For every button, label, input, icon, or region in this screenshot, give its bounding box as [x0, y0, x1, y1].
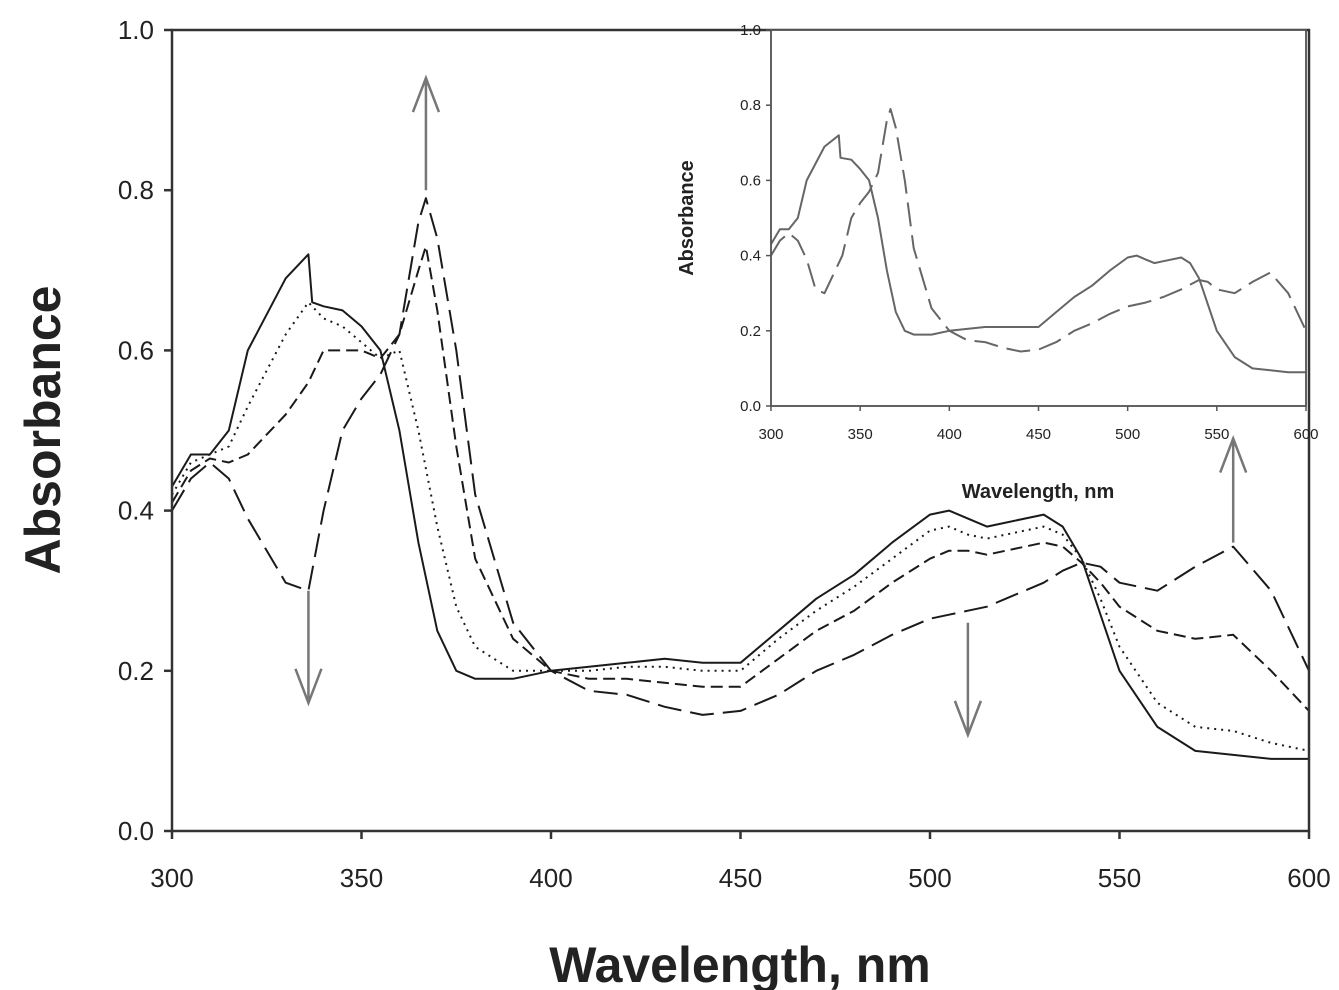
- arrow-up-icon: [411, 74, 441, 191]
- inset-series-1-line: [770, 134, 1306, 374]
- main-tick-group: 300 350 400 450 500 550 600 0.0 0.2 0.4 0.6 0.8 1.0: [118, 15, 1331, 893]
- main-x-tick-label: 450: [719, 863, 762, 893]
- main-y-axis-title: Absorbance: [15, 286, 71, 575]
- main-x-tick-label: 350: [340, 863, 383, 893]
- inset-x-tick-label: 500: [1115, 426, 1140, 443]
- main-y-tick-label: 0.6: [118, 335, 154, 365]
- inset-x-tick-label: 550: [1204, 426, 1229, 443]
- main-y-tick-label: 0.4: [118, 496, 154, 526]
- inset-chart: 300 350 400 450 500 550 6000.00.20.40.60.81.0 …: [676, 22, 1319, 503]
- main-x-axis-title: Wavelength, nm: [549, 937, 931, 990]
- main-x-tick-label: 600: [1287, 863, 1330, 893]
- main-chart: 300 350 400 450 500 550 6000.00.20.40.60.81.0 …: [15, 15, 1331, 990]
- inset-y-tick-label: 0.4: [740, 248, 761, 265]
- main-x-tick-label: 500: [908, 863, 951, 893]
- arrow-up-icon: [1219, 435, 1248, 543]
- inset-x-tick-label: 400: [937, 426, 962, 443]
- inset-y-tick-label: 0.6: [740, 172, 761, 189]
- inset-y-tick-label: 0.8: [740, 97, 761, 114]
- inset-y-tick-label: 0.0: [740, 398, 761, 415]
- inset-series-group: [770, 108, 1307, 374]
- inset-plot-frame: [770, 29, 1307, 407]
- main-series-3-line: [171, 245, 1310, 712]
- main-x-tick-label: 300: [150, 863, 193, 893]
- inset-x-tick-label: 300: [758, 426, 783, 443]
- main-series-1-line: [171, 253, 1309, 760]
- inset-tick-group: 300 350 400 450 500 550 600 0.0 0.2 0.4 0.6 0.8 1.0: [740, 22, 1318, 443]
- main-arrow-group: [294, 74, 1248, 739]
- main-series-4-line: [171, 197, 1310, 716]
- inset-x-tick-label: 350: [848, 426, 873, 443]
- inset-y-tick-label: 0.2: [740, 323, 761, 340]
- main-y-tick-label: 0.8: [118, 175, 154, 205]
- main-y-tick-label: 0.0: [118, 816, 154, 846]
- main-y-tick-label: 0.2: [118, 656, 154, 686]
- main-x-tick-label: 400: [529, 863, 572, 893]
- inset-x-tick-label: 600: [1293, 426, 1318, 443]
- arrow-down-icon: [294, 590, 323, 707]
- arrow-down-icon: [953, 622, 983, 739]
- inset-x-axis-title: Wavelength, nm: [962, 481, 1115, 503]
- inset-x-tick-label: 450: [1026, 426, 1051, 443]
- main-series-group: [171, 197, 1310, 760]
- main-y-tick-label: 1.0: [118, 15, 154, 45]
- main-x-tick-label: 550: [1098, 863, 1141, 893]
- inset-y-axis-title: Absorbance: [676, 160, 698, 276]
- inset-series-2-line: [770, 108, 1307, 353]
- inset-y-tick-label: 1.0: [740, 22, 761, 39]
